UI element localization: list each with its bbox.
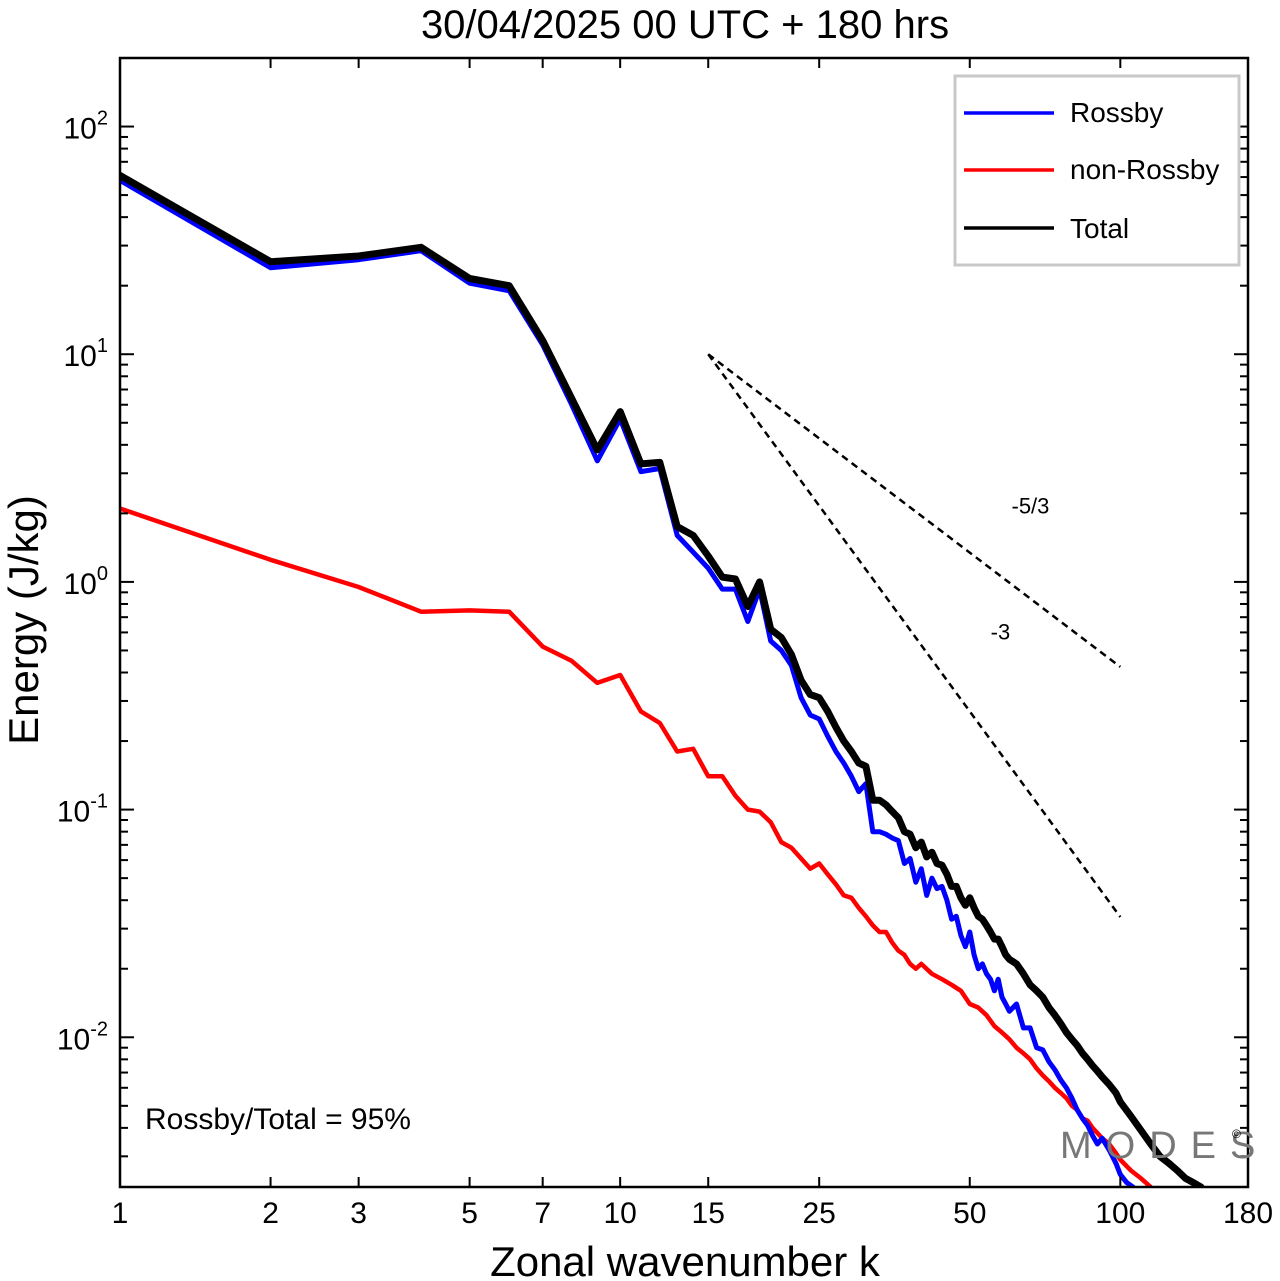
x-axis-label: Zonal wavenumber k <box>490 1238 881 1281</box>
plot-frame <box>118 56 1250 1189</box>
reference-slope-label: -3 <box>991 620 1011 645</box>
x-tick-label: 50 <box>953 1197 986 1230</box>
rossby-ratio-annotation: Rossby/Total = 95% <box>145 1103 411 1136</box>
x-tick-label: 180 <box>1223 1197 1273 1230</box>
x-tick-label: 15 <box>692 1197 725 1230</box>
reference-slope-line <box>707 353 1122 668</box>
reference-slope-line <box>707 353 1122 918</box>
copyright-mark: © <box>1232 1127 1241 1141</box>
x-tick-label: 25 <box>803 1197 836 1230</box>
y-tick-label: 101 <box>64 335 109 373</box>
x-tick-label: 10 <box>603 1197 636 1230</box>
x-tick-label: 100 <box>1095 1197 1145 1230</box>
modes-watermark: MODES <box>1060 1125 1269 1167</box>
series-line-non-rossby <box>120 506 1153 1187</box>
legend: Rossby non-Rossby Total <box>953 74 1241 267</box>
reference-slopes: -5/3 -3 <box>707 353 1122 918</box>
y-axis-label: Energy (J/kg) <box>0 495 47 745</box>
legend-label-total: Total <box>1070 213 1129 244</box>
y-tick-label: 10-1 <box>57 791 108 829</box>
y-tick-label: 102 <box>64 108 109 146</box>
y-tick-label: 100 <box>64 563 109 601</box>
reference-slope-label: -5/3 <box>1012 493 1050 518</box>
x-tick-label: 5 <box>461 1197 478 1230</box>
series-layer <box>120 171 1205 1187</box>
legend-label-non-rossby: non-Rossby <box>1070 154 1219 185</box>
chart-title: 30/04/2025 00 UTC + 180 hrs <box>421 3 949 47</box>
tick-layer: 1 2 3 5 7 10 15 25 50 100 180 102 101 100 10-1 10-2 <box>57 57 1273 1230</box>
legend-label-rossby: Rossby <box>1070 97 1163 128</box>
x-tick-label: 1 <box>112 1197 129 1230</box>
series-line-total <box>120 171 1205 1187</box>
x-tick-label: 2 <box>262 1197 279 1230</box>
y-tick-label: 10-2 <box>57 1018 108 1056</box>
x-tick-label: 3 <box>350 1197 367 1230</box>
series-line-rossby <box>120 177 1136 1187</box>
x-tick-label: 7 <box>534 1197 551 1230</box>
